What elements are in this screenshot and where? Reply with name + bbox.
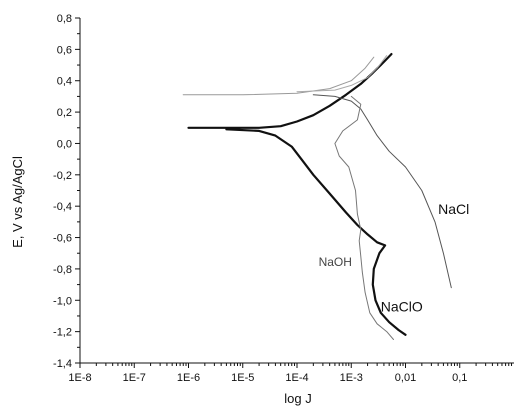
y-tick-label: -0,2	[53, 170, 72, 182]
y-tick-label: 0,8	[57, 13, 72, 25]
y-tick-label: -0,4	[53, 201, 72, 213]
curve-label-naclo: NaClO	[381, 298, 423, 314]
curve-labels: NaCl NaOH NaClO	[319, 201, 470, 314]
y-tick-label: -1,0	[53, 295, 72, 307]
x-tick-label: 1E-7	[123, 372, 146, 384]
y-axis-title: E, V vs Ag/AgCl	[10, 156, 25, 248]
curve-label-naoh: NaOH	[319, 255, 352, 269]
y-tick-label: 0,6	[57, 44, 72, 56]
x-tick-label: 0,01	[395, 372, 416, 384]
curve-naclo	[187, 53, 407, 336]
curves	[182, 53, 452, 340]
curve-unlabeled-3	[182, 56, 375, 96]
y-tick-label: -1,2	[53, 327, 72, 339]
y-tick-label: 0,0	[57, 138, 72, 150]
y-tick-label: -0,8	[53, 264, 72, 276]
y-tick-label: 0,2	[57, 107, 72, 119]
y-tick-label: -1,4	[53, 358, 72, 370]
x-tick-label: 0,1	[452, 372, 467, 384]
curve-naoh	[334, 95, 394, 340]
curve-nacl	[312, 94, 452, 289]
axes: 0,8 0,6 0,4 0,2 0,0 -0,2 -0,4 -0,6 -0,8 -1,0 -1,2 -…	[53, 13, 514, 384]
x-axis-title: log J	[284, 391, 311, 406]
y-tick-label: 0,4	[57, 76, 72, 88]
curve-unlabeled-4	[296, 55, 388, 93]
curve-label-nacl: NaCl	[438, 201, 469, 217]
x-tick-label: 1E-4	[285, 372, 308, 384]
x-tick-label: 1E-8	[68, 372, 91, 384]
x-tick-label: 1E-5	[231, 372, 254, 384]
y-tick-label: -0,6	[53, 233, 72, 245]
x-tick-label: 1E-3	[340, 372, 363, 384]
x-tick-label: 1E-6	[177, 372, 200, 384]
